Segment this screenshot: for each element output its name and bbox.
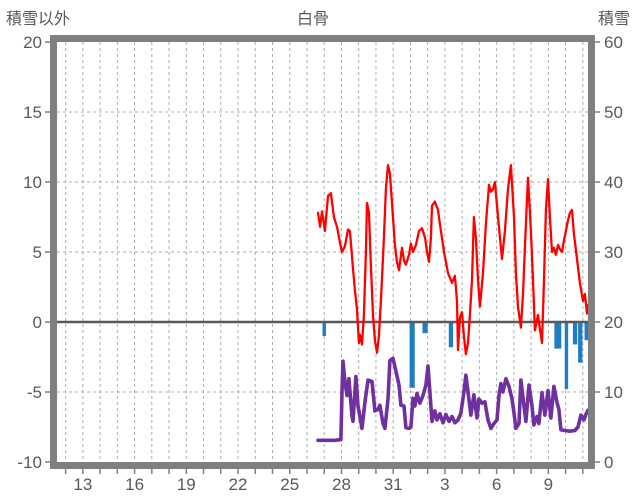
left-tick-label: 0	[33, 313, 42, 332]
x-tick-label: 19	[177, 475, 196, 494]
purple-line	[316, 356, 590, 443]
right-axis-title: 積雪	[597, 11, 630, 28]
x-tick-label: 16	[125, 475, 144, 494]
left-tick-label: 10	[23, 173, 42, 192]
left-tick-label: -5	[27, 383, 42, 402]
horizontal-gridlines	[57, 111, 588, 393]
blue-bar	[322, 322, 326, 336]
x-tick-label: 25	[280, 475, 299, 494]
x-tick-label: 3	[440, 475, 449, 494]
blue-bar	[409, 322, 415, 388]
x-tick-label: 31	[384, 475, 403, 494]
blue-bar	[422, 322, 428, 334]
left-tick-label: 15	[23, 103, 42, 122]
right-tick-label: 30	[604, 243, 623, 262]
x-axis-labels: 13 16 19 22 25 28 31 3 6 9	[73, 475, 553, 494]
right-tick-label: 60	[604, 33, 623, 52]
x-tick-label: 9	[544, 475, 553, 494]
blue-bar	[578, 322, 583, 363]
right-tick-label: 20	[604, 313, 623, 332]
blue-bar	[564, 322, 569, 390]
x-tick-label: 22	[229, 475, 248, 494]
blue-bars-series	[322, 322, 588, 390]
left-axis-title: 積雪以外	[6, 11, 71, 28]
right-tick-label: 40	[604, 173, 623, 192]
left-axis-labels: 20 15 10 5 0 -5 -10	[17, 33, 42, 472]
x-tick-label: 28	[332, 475, 351, 494]
x-tick-label: 6	[492, 475, 501, 494]
right-axis-labels: 60 50 40 30 20 10 0	[604, 33, 623, 472]
right-tick-label: 10	[604, 383, 623, 402]
left-tick-label: 20	[23, 33, 42, 52]
blue-bar	[554, 322, 562, 349]
red-line	[316, 164, 590, 356]
plot-border	[50, 35, 595, 469]
x-tick-label: 13	[73, 475, 92, 494]
blue-bar	[448, 322, 454, 348]
left-tick-label: 5	[33, 243, 42, 262]
blue-bar	[584, 322, 588, 341]
blue-bar	[572, 322, 578, 345]
left-tick-label: -10	[17, 453, 42, 472]
tick-marks	[45, 41, 600, 474]
right-tick-label: 0	[604, 453, 613, 472]
chart-title: 白骨	[297, 11, 330, 28]
right-tick-label: 50	[604, 103, 623, 122]
